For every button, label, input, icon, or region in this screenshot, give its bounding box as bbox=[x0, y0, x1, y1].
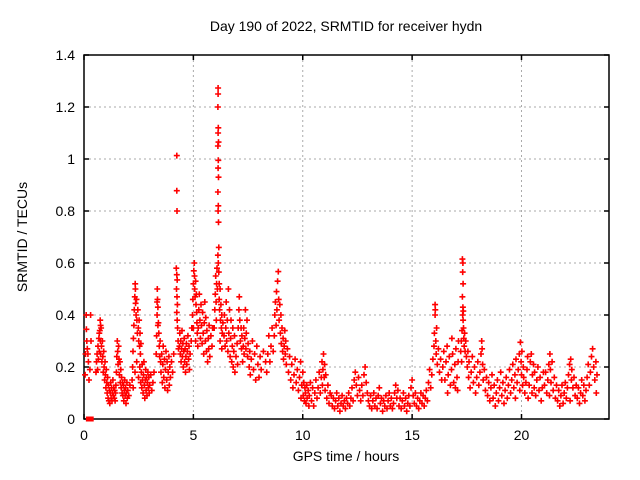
y-tick-label: 0 bbox=[67, 411, 75, 427]
x-axis-label: GPS time / hours bbox=[293, 448, 400, 464]
y-tick-label: 0.8 bbox=[56, 203, 76, 219]
y-tick-label: 0.6 bbox=[56, 255, 76, 271]
scatter-plus-markers bbox=[82, 85, 600, 415]
data-points-layer bbox=[82, 85, 600, 422]
x-tick-label: 10 bbox=[295, 427, 311, 443]
y-tick-labels: 0 0.2 0.4 0.6 0.8 1 1.2 1.4 bbox=[56, 47, 76, 427]
y-tick-label: 1 bbox=[67, 151, 75, 167]
zero-value-square-marker bbox=[88, 416, 94, 422]
x-tick-label: 0 bbox=[80, 427, 88, 443]
zero-value-square-marker bbox=[85, 416, 91, 422]
y-tick-label: 1.2 bbox=[56, 99, 76, 115]
plot-border bbox=[83, 54, 610, 420]
x-tick-label: 5 bbox=[189, 427, 197, 443]
y-axis-label: SRMTID / TECUs bbox=[14, 182, 30, 292]
x-tick-label: 15 bbox=[404, 427, 420, 443]
chart-title: Day 190 of 2022, SRMTID for receiver hyd… bbox=[210, 18, 482, 34]
x-tick-label: 20 bbox=[514, 427, 530, 443]
x-tick-labels: 0 5 10 15 20 bbox=[80, 427, 529, 443]
y-tick-label: 0.2 bbox=[56, 359, 76, 375]
y-tick-label: 1.4 bbox=[56, 47, 76, 63]
y-tick-label: 0.4 bbox=[56, 307, 76, 323]
